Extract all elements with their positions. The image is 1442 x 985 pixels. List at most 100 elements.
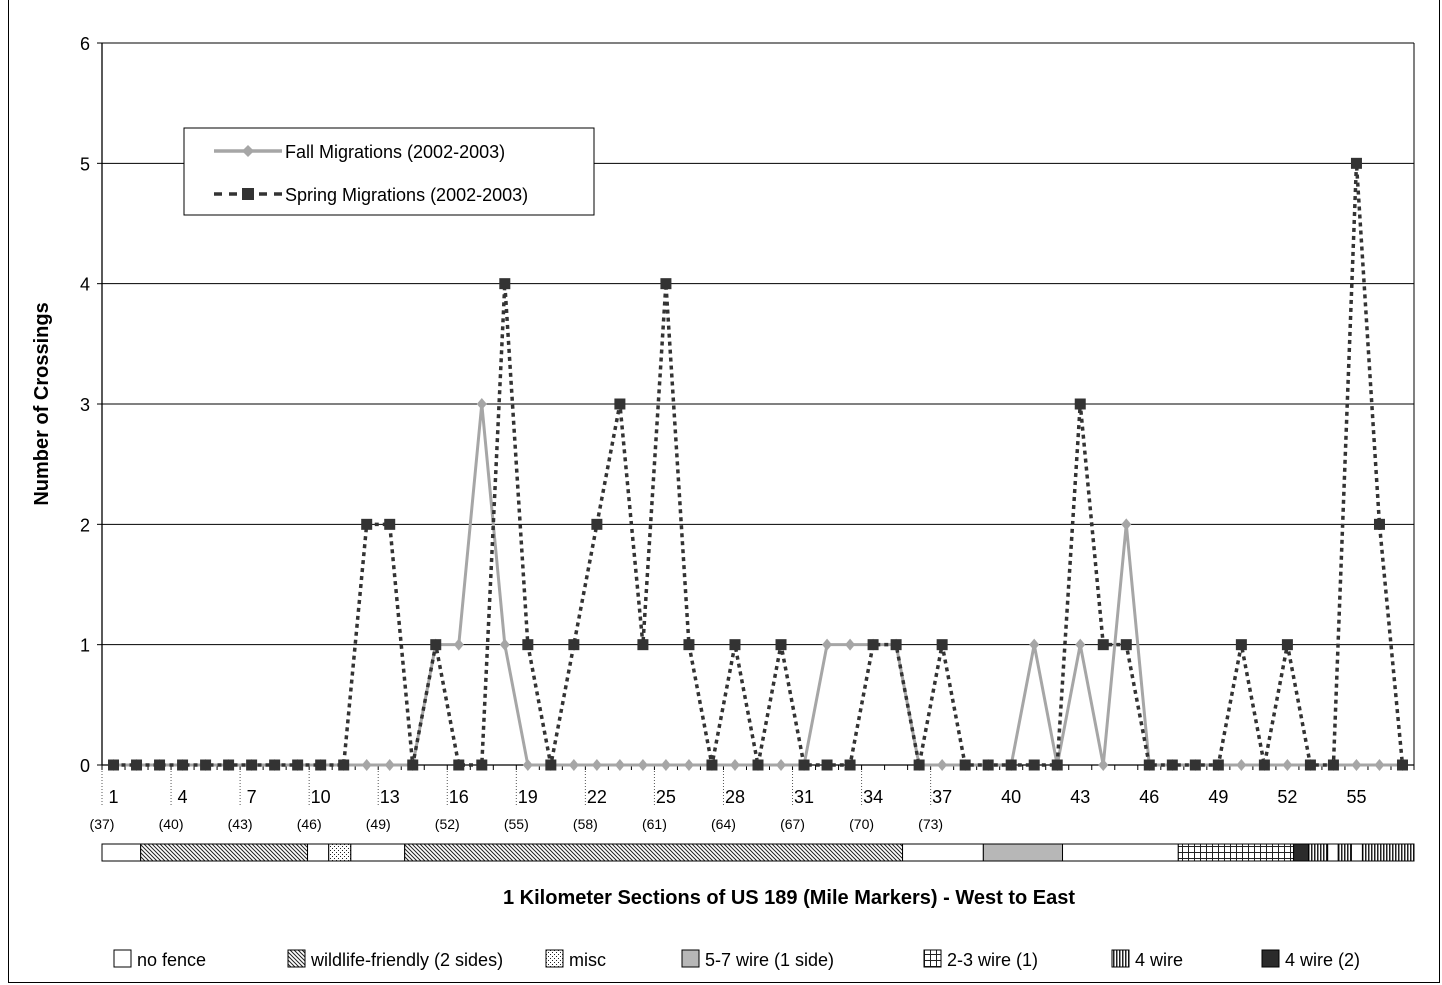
fall-point [660, 759, 671, 771]
spring-point [384, 518, 396, 530]
spring-point [453, 759, 465, 771]
mile-marker-label: (37) [90, 816, 115, 832]
fence-segment [982, 843, 1064, 862]
fall-point [822, 638, 833, 651]
spring-point [1373, 518, 1385, 530]
fence-segment [1361, 843, 1415, 862]
fall-point [1029, 638, 1040, 651]
fall-point [1121, 518, 1132, 531]
spring-point [890, 639, 902, 651]
spring-point [1304, 759, 1316, 771]
fence-legend-swatch [681, 949, 700, 968]
fence-legend-swatch [923, 949, 942, 968]
legend-spring-marker [242, 188, 254, 200]
fall-point [776, 759, 787, 771]
legend-label: Spring Migrations (2002-2003) [285, 185, 528, 205]
mile-marker-label: (52) [435, 816, 460, 832]
spring-point [131, 759, 143, 771]
mile-marker-label: (46) [297, 816, 322, 832]
spring-point [1281, 639, 1293, 651]
fence-legend-swatch [545, 949, 564, 968]
x-tick-label: 43 [1070, 787, 1090, 807]
x-tick-label: 7 [247, 787, 257, 807]
x-tick-label: 1 [109, 787, 119, 807]
spring-point [913, 759, 925, 771]
x-tick-label: 34 [863, 787, 883, 807]
fence-segment [1293, 843, 1310, 862]
y-tick-label: 3 [80, 395, 90, 415]
fence-legend-label: wildlife-friendly (2 sides) [310, 950, 503, 970]
spring-point [430, 639, 442, 651]
fall-point [361, 759, 372, 771]
spring-point [200, 759, 212, 771]
fall-point [591, 759, 602, 771]
mile-marker-label: (70) [849, 816, 874, 832]
fall-point [729, 759, 740, 771]
mile-marker-label: (40) [159, 816, 184, 832]
fall-point [1351, 759, 1362, 771]
mile-marker-label: (64) [711, 816, 736, 832]
mile-marker-label: (58) [573, 816, 598, 832]
fence-legend-swatch [1261, 949, 1280, 968]
legend-box [183, 127, 595, 216]
spring-point [545, 759, 557, 771]
spring-point [1120, 639, 1132, 651]
spring-point [844, 759, 856, 771]
spring-point [798, 759, 810, 771]
fence-segment [404, 843, 904, 862]
spring-point [614, 398, 626, 410]
spring-point [476, 759, 488, 771]
y-tick-label: 6 [80, 34, 90, 54]
mile-marker-label: (67) [780, 816, 805, 832]
y-tick-label: 5 [80, 154, 90, 174]
x-tick-label: 28 [725, 787, 745, 807]
spring-point [1028, 759, 1040, 771]
spring-point [729, 639, 741, 651]
fall-point [614, 759, 625, 771]
spring-point [154, 759, 166, 771]
x-tick-label: 16 [449, 787, 469, 807]
fence-legend-label: 4 wire (2) [1285, 950, 1360, 970]
spring-point [1350, 157, 1362, 169]
fall-point [499, 638, 510, 651]
x-tick-label: 52 [1277, 787, 1297, 807]
fence-legend-swatch [113, 949, 132, 968]
fall-point [1098, 759, 1109, 771]
spring-point [936, 639, 948, 651]
fall-point [683, 759, 694, 771]
spring-point [660, 278, 672, 290]
spring-point [637, 639, 649, 651]
spring-point [775, 639, 787, 651]
legend: Fall Migrations (2002-2003) Spring Migrat… [183, 127, 595, 216]
spring-point [177, 759, 189, 771]
x-axis-label: 1 Kilometer Sections of US 189 (Mile Mar… [503, 887, 1075, 909]
spring-point [1396, 759, 1408, 771]
spring-point [522, 639, 534, 651]
spring-point [1258, 759, 1270, 771]
fence-segment [307, 843, 330, 862]
fence-segment [1177, 843, 1295, 862]
spring-point [246, 759, 258, 771]
spring-point [1051, 759, 1063, 771]
fence-segment [1337, 843, 1352, 862]
fall-point [522, 759, 533, 771]
fence-segment [101, 843, 142, 862]
spring-point [361, 518, 373, 530]
fence-legend-label: 5-7 wire (1 side) [705, 950, 834, 970]
x-tick-label: 4 [178, 787, 188, 807]
y-tick-label: 1 [80, 636, 90, 656]
y-tick-label: 2 [80, 515, 90, 535]
fence-segment [1350, 843, 1363, 862]
fence-segment [1062, 843, 1179, 862]
mile-marker-label: (73) [918, 816, 943, 832]
spring-point [315, 759, 327, 771]
mile-marker-label: (55) [504, 816, 529, 832]
fence-legend: no fence wildlife-friendly (2 sides) misc 5… [113, 949, 1360, 970]
spring-point [1074, 398, 1086, 410]
x-tick-label: 22 [587, 787, 607, 807]
spring-point [568, 639, 580, 651]
spring-point [752, 759, 764, 771]
spring-point [982, 759, 994, 771]
spring-point [407, 759, 419, 771]
fence-segment [1308, 843, 1329, 862]
